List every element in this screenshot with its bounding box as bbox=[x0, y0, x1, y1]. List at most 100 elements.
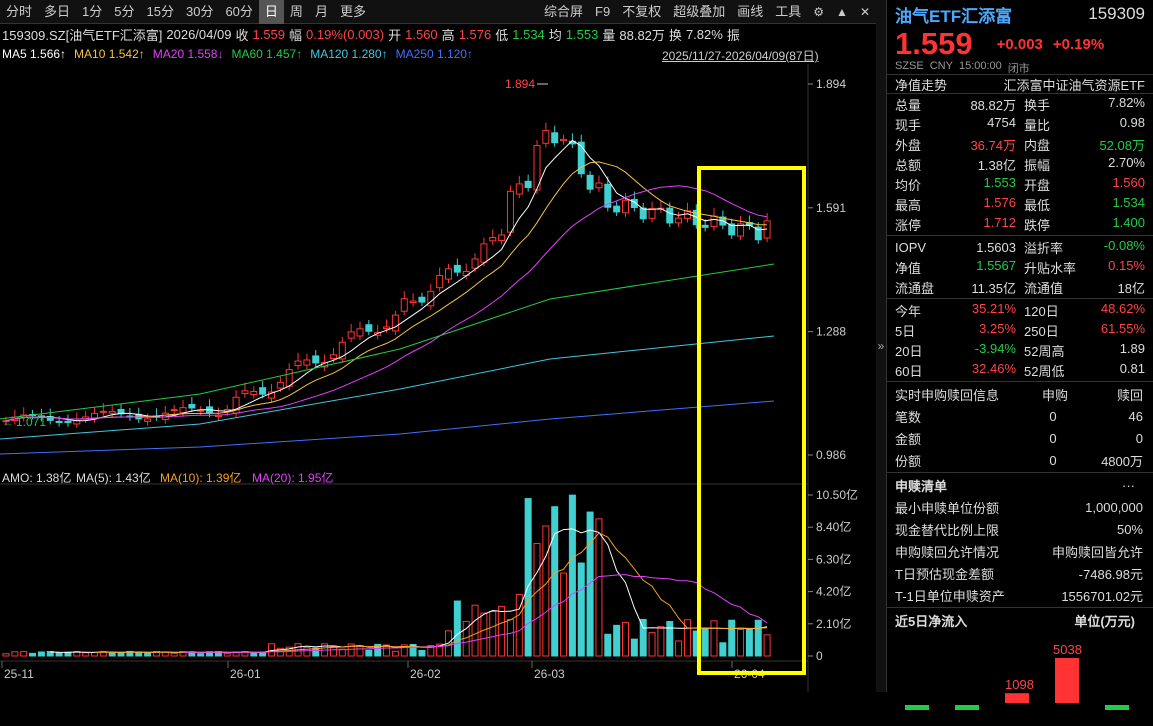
period-tab-5[interactable]: 30分 bbox=[185, 3, 214, 19]
volume-bar bbox=[622, 621, 629, 657]
toolbar-right-1[interactable]: F9 bbox=[595, 3, 611, 19]
sub-sell: 46 bbox=[1128, 408, 1143, 424]
volume-bar bbox=[657, 626, 665, 657]
volume-bar bbox=[533, 542, 541, 657]
ma20-label: MA20 1.558↓ bbox=[152, 47, 224, 61]
volume-bar bbox=[480, 612, 488, 657]
quote-label: 振幅 bbox=[1024, 157, 1051, 173]
kline-chart[interactable]: 1.894 1.591 1.288 0.986 1.894 ← 1.071 AMO: 1.38… bbox=[0, 64, 876, 692]
candle-body bbox=[648, 208, 656, 219]
volume-bar bbox=[754, 619, 762, 657]
toolbar-right-3[interactable]: 超级叠加 bbox=[673, 3, 726, 19]
volume-bar bbox=[613, 624, 621, 657]
candle-body bbox=[170, 409, 178, 412]
ma120-label: MA120 1.280↑ bbox=[310, 47, 388, 61]
quote-value: 88.82万 bbox=[970, 97, 1016, 113]
period-tab-10[interactable]: 更多 bbox=[339, 3, 366, 19]
list-value: 1,000,000 bbox=[1085, 499, 1143, 515]
period-tab-6[interactable]: 60分 bbox=[225, 3, 253, 19]
toolbar-right-5[interactable]: 工具 bbox=[775, 3, 802, 19]
volume-bar bbox=[329, 645, 337, 657]
collapse-panel-toggle[interactable]: » bbox=[876, 0, 886, 692]
more-icon[interactable]: ··· bbox=[1122, 477, 1135, 493]
quote-label: 20日 bbox=[895, 343, 923, 359]
candle-body bbox=[754, 226, 762, 241]
volume-bar bbox=[37, 651, 45, 657]
candle-body bbox=[365, 324, 373, 332]
candle-body bbox=[391, 314, 399, 332]
candle-body bbox=[471, 258, 479, 269]
gear-icon[interactable]: ⚙ bbox=[813, 4, 825, 19]
toolbar-right-2[interactable]: 不复权 bbox=[622, 3, 662, 19]
quote-label: 最低 bbox=[1024, 197, 1051, 213]
quote-value: 0.98 bbox=[1119, 114, 1145, 130]
quote-label: 升贴水率 bbox=[1024, 260, 1077, 276]
candle-body bbox=[179, 407, 187, 414]
list-value: 申购赎回皆允许 bbox=[1051, 544, 1143, 560]
vol-tick-label: 6.30亿 bbox=[816, 551, 851, 566]
candle-body bbox=[108, 411, 116, 414]
quote-row: 外盘 36.74万 内盘 52.08万 bbox=[887, 134, 1153, 154]
quote-value: 61.55% bbox=[1100, 320, 1145, 336]
quote-date: 2026/04/09 bbox=[166, 26, 232, 42]
flow-bar bbox=[1105, 705, 1129, 710]
quote-label: 现手 bbox=[895, 117, 922, 133]
candle-body bbox=[675, 217, 683, 224]
candle-body bbox=[329, 354, 337, 360]
ma120-line bbox=[0, 335, 775, 440]
market-status: SZSE CNY 15:00:00 闭市 bbox=[887, 60, 1153, 75]
side-fund-code: 159309 bbox=[1088, 4, 1145, 23]
volume-bar bbox=[365, 649, 373, 657]
period-tab-3[interactable]: 5分 bbox=[114, 3, 135, 19]
candle-body bbox=[604, 183, 612, 208]
period-tab-2[interactable]: 1分 bbox=[82, 3, 103, 19]
candle-body bbox=[312, 355, 320, 364]
vol-tick-label: 8.40亿 bbox=[816, 519, 851, 534]
period-tab-0[interactable]: 分时 bbox=[6, 3, 33, 19]
nav-trend-label[interactable]: 净值走势 bbox=[895, 77, 948, 93]
candle-body bbox=[737, 223, 745, 237]
sub-buy: 0 bbox=[1049, 452, 1057, 468]
candle-body bbox=[338, 341, 346, 360]
period-tab-4[interactable]: 15分 bbox=[146, 3, 174, 19]
volume-bar bbox=[91, 651, 98, 657]
list-row: 现金替代比例上限 50% bbox=[887, 518, 1153, 540]
candle-body bbox=[710, 215, 718, 228]
volume-bar bbox=[630, 638, 638, 657]
toolbar-right-0[interactable]: 综合屏 bbox=[544, 3, 584, 19]
price-tick-label: 1.288 bbox=[816, 325, 846, 339]
quote-side-panel: 油气ETF汇添富 159309 1.559 +0.003 +0.19% SZSE… bbox=[886, 0, 1153, 710]
volume-bar bbox=[347, 643, 355, 657]
arrow-up-icon[interactable]: ▲ bbox=[836, 4, 848, 19]
volume-bar bbox=[400, 644, 408, 657]
ma250-label: MA250 1.120↑ bbox=[395, 47, 473, 61]
period-tab-7[interactable]: 日 bbox=[258, 0, 284, 24]
period-tab-1[interactable]: 多日 bbox=[44, 3, 71, 19]
quote-value: 1.576 bbox=[983, 194, 1016, 210]
amo-ma10-line bbox=[94, 532, 768, 653]
close-icon[interactable]: ✕ bbox=[859, 4, 870, 19]
quote-label: 120日 bbox=[1024, 303, 1059, 319]
period-tab-8[interactable]: 周 bbox=[289, 3, 303, 19]
volume-bar bbox=[453, 600, 461, 657]
flow-value-label: 5038 bbox=[1053, 642, 1082, 657]
candle-body bbox=[586, 174, 594, 190]
sub-label: 份额 bbox=[895, 453, 922, 469]
close-value: 1.559 bbox=[252, 26, 286, 42]
candle-body bbox=[55, 420, 63, 424]
candle-body bbox=[577, 141, 585, 175]
candle-body bbox=[99, 410, 107, 413]
candle-body bbox=[480, 243, 488, 263]
flow-bar bbox=[905, 705, 929, 710]
list-row: T-1日单位申赎资产 1556701.02元 bbox=[887, 584, 1153, 606]
toolbar-right-4[interactable]: 画线 bbox=[737, 3, 764, 19]
price-tick-label: 1.591 bbox=[816, 201, 846, 215]
nav-desc: 汇添富中证油气资源ETF bbox=[1003, 77, 1145, 93]
quote-row: 现手 4754 量比 0.98 bbox=[887, 114, 1153, 134]
quote-label: 最高 bbox=[895, 197, 922, 213]
quote-label: 流通值 bbox=[1024, 280, 1064, 296]
market-field-3: 闭市 bbox=[1007, 63, 1030, 75]
period-tab-9[interactable]: 月 bbox=[314, 3, 328, 19]
date-range-link[interactable]: 2025/11/27-2026/04/09(87日) bbox=[662, 49, 819, 63]
